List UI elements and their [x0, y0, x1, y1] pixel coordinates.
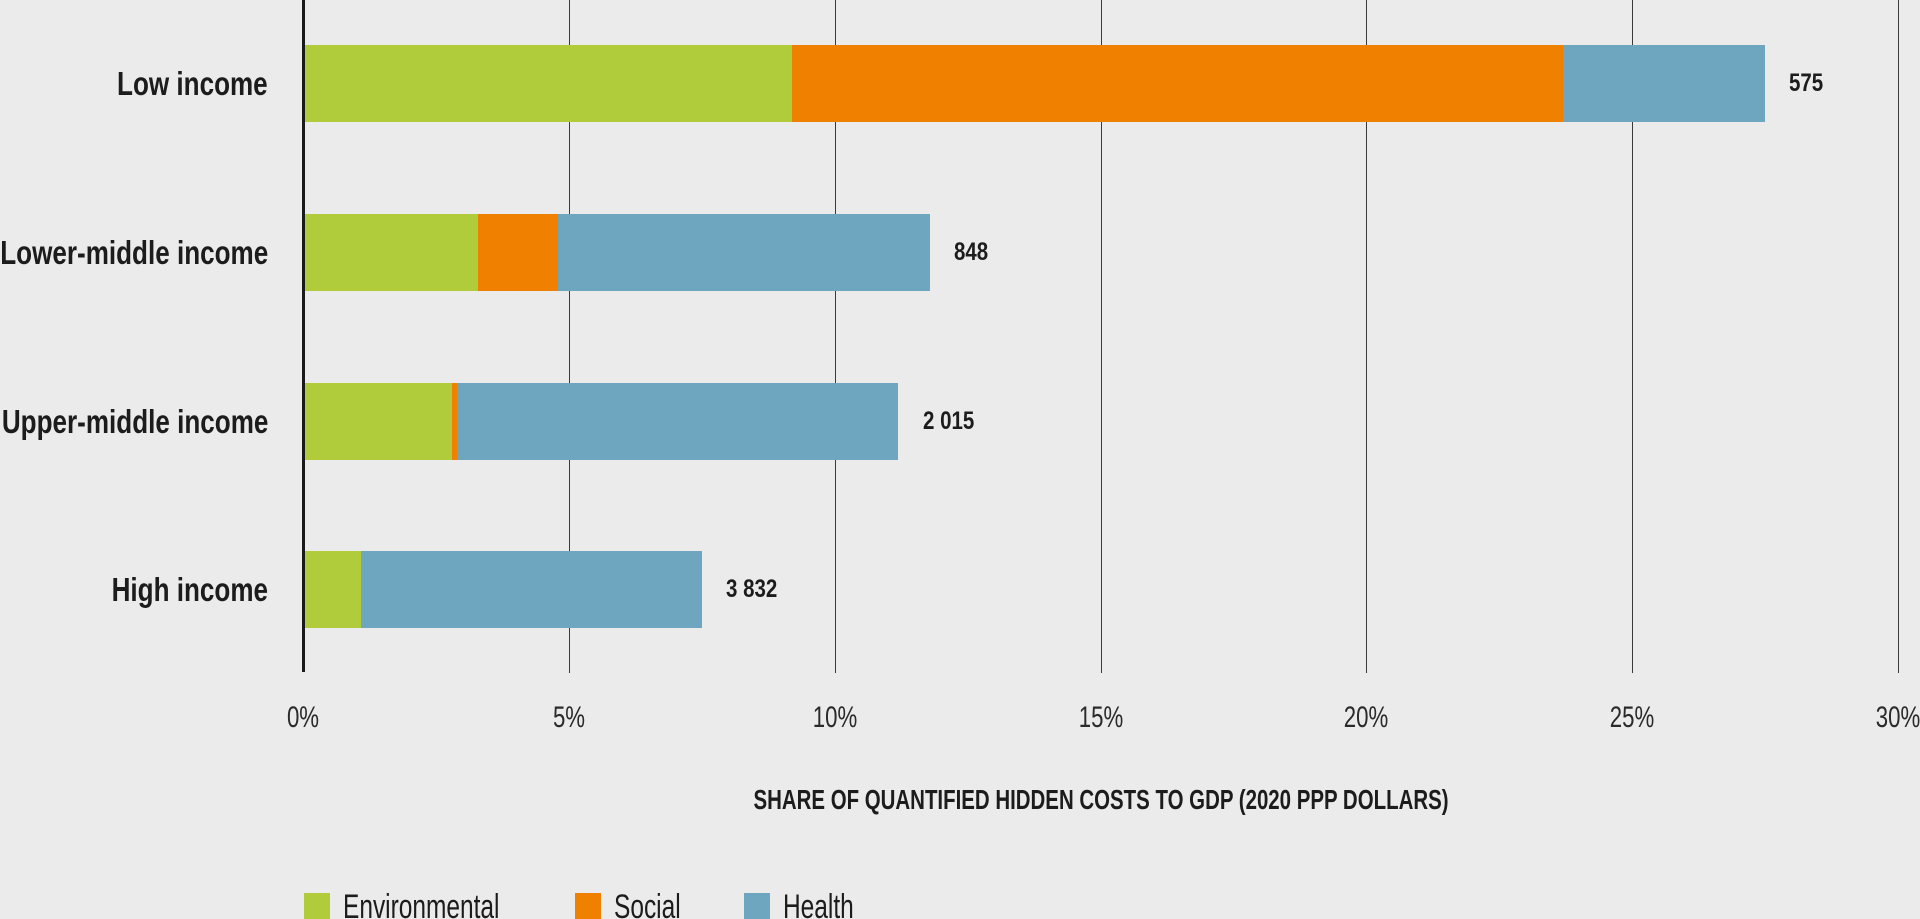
category-label: Low income: [117, 65, 268, 102]
bar-end-label: 3 832: [726, 575, 778, 603]
legend-label: Health: [783, 888, 854, 919]
bar-segment-social: [792, 45, 1564, 122]
x-tick-label: 10%: [812, 701, 858, 734]
bar-segment-health: [457, 383, 899, 460]
gridline: [1366, 0, 1367, 673]
category-label: Upper-middle income: [1, 403, 268, 440]
x-tick-label: 30%: [1875, 701, 1920, 734]
bar-end-label: 2 015: [923, 407, 975, 435]
legend-label: Social: [614, 888, 681, 919]
x-tick-label: 0%: [286, 701, 320, 734]
x-axis-title: SHARE OF QUANTIFIED HIDDEN COSTS TO GDP …: [753, 784, 1449, 815]
gridline: [1101, 0, 1102, 673]
bar-segment-health: [1563, 45, 1766, 122]
bar-segment-environmental: [303, 551, 362, 628]
gridline: [569, 0, 570, 673]
legend-label: Environmental: [343, 888, 500, 919]
gridline: [1632, 0, 1633, 673]
bar-segment-environmental: [303, 45, 793, 122]
legend-swatch: [744, 893, 770, 919]
legend-swatch: [575, 893, 601, 919]
legend-swatch: [304, 893, 330, 919]
bar-segment-environmental: [303, 214, 479, 291]
category-label: High income: [111, 571, 268, 608]
gridline: [835, 0, 836, 673]
gridline: [1898, 0, 1899, 673]
x-tick-label: 25%: [1609, 701, 1655, 734]
bar-segment-social: [451, 383, 458, 460]
x-tick-label: 15%: [1078, 701, 1124, 734]
x-tick-label: 5%: [552, 701, 586, 734]
category-label: Lower-middle income: [0, 234, 268, 271]
bar-end-label: 848: [954, 238, 989, 266]
bar-segment-health: [361, 551, 702, 628]
bar-segment-health: [558, 214, 931, 291]
bar-segment-environmental: [303, 383, 452, 460]
bar-segment-social: [478, 214, 559, 291]
y-axis-line: [302, 0, 305, 672]
x-tick-label: 20%: [1343, 701, 1389, 734]
bar-end-label: 575: [1789, 69, 1824, 97]
